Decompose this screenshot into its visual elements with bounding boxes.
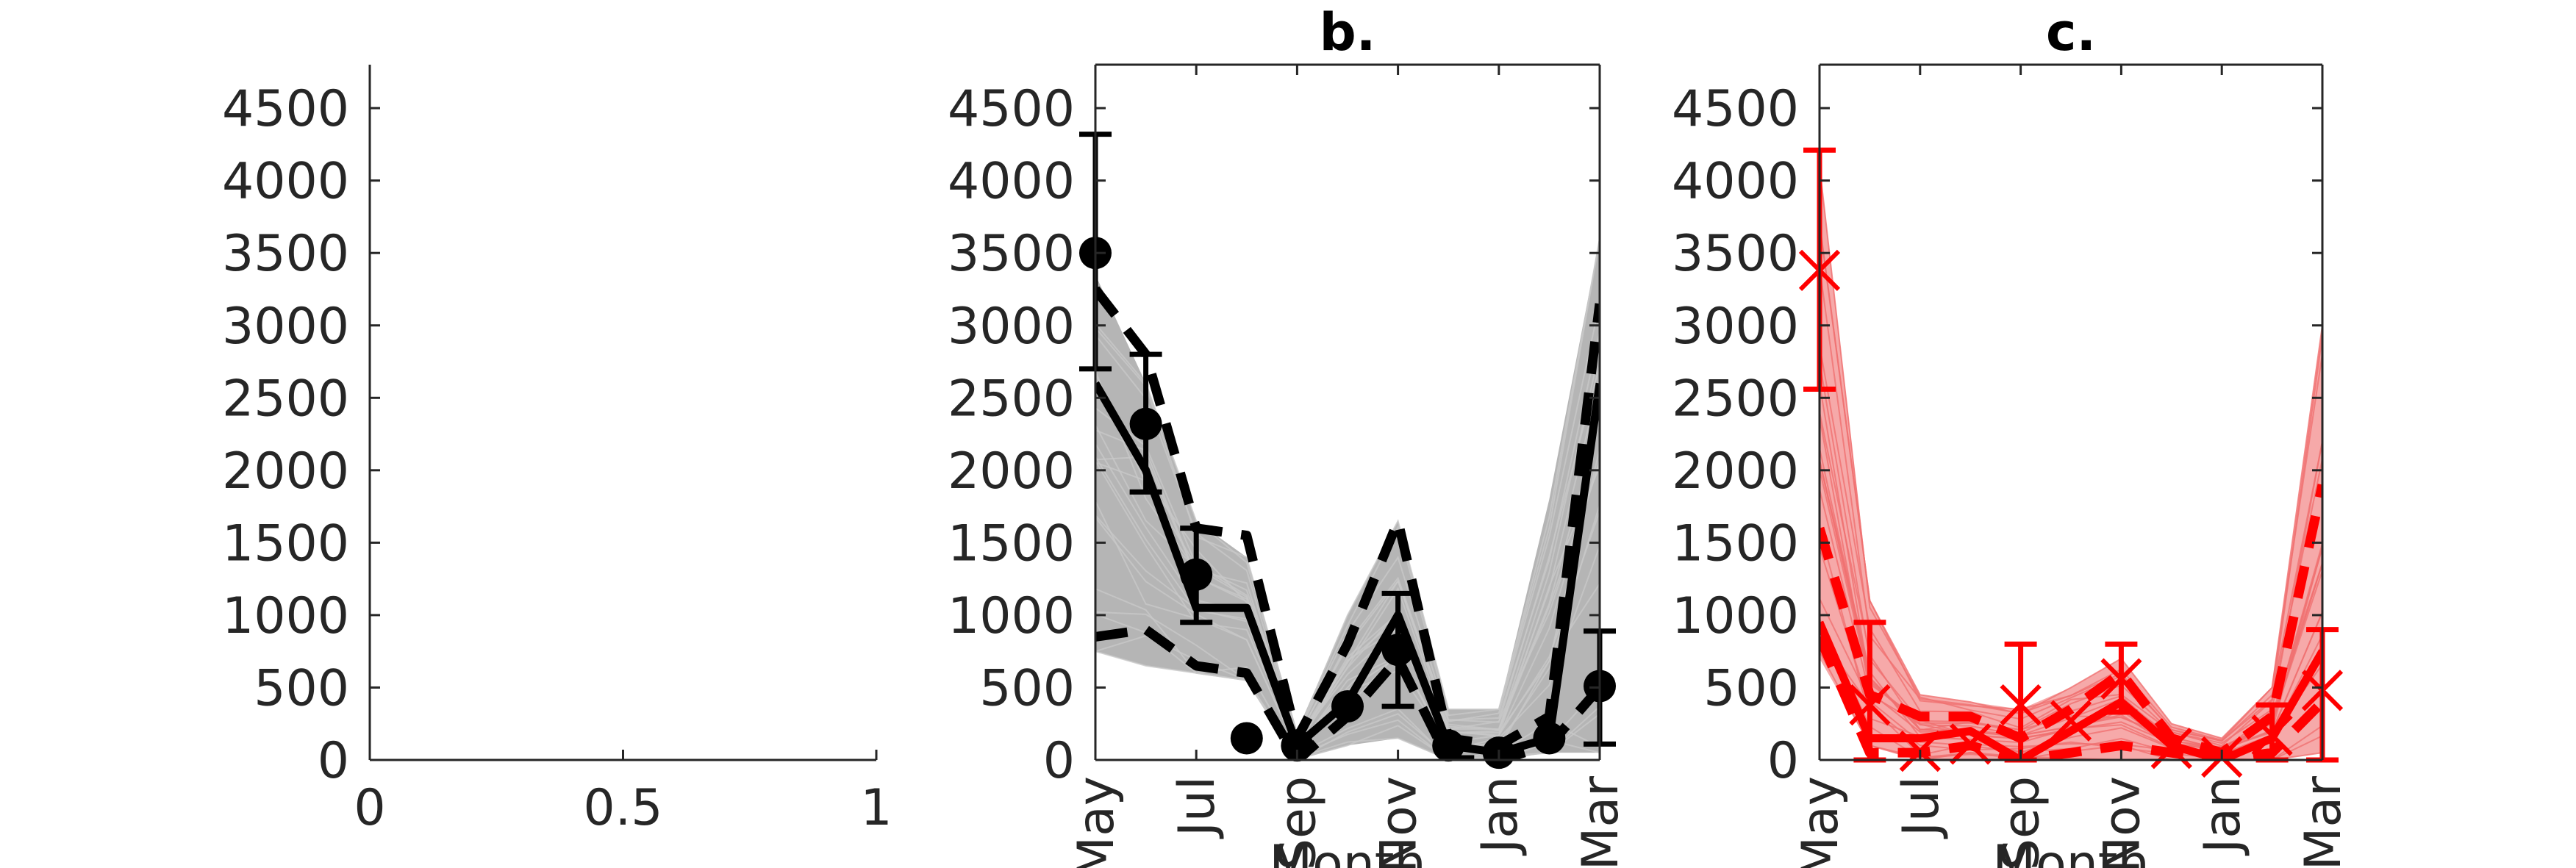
y-tick-label: 0	[318, 732, 349, 790]
x-axis-title: Month	[1269, 835, 1425, 868]
median-line	[1820, 620, 2322, 760]
y-tick-label: 0	[1767, 732, 1799, 790]
x-tick-label: 1	[860, 779, 892, 837]
observation-point	[1432, 729, 1465, 762]
observation-point	[1849, 684, 1891, 726]
x-tick-label: Jul	[1892, 776, 1950, 839]
y-tick-label: 2000	[948, 442, 1075, 501]
ensemble-trace	[1820, 345, 2322, 747]
panel-1: 0 500 1000 1500 2000 2500 3000 3500 4000 4500 0 0.5…	[222, 65, 892, 837]
x-tick-label: Sep	[1269, 776, 1327, 868]
ensemble-trace	[1820, 361, 2322, 745]
y-tick-label: 1000	[1672, 587, 1799, 645]
x-tick-label: Sep	[1993, 776, 2051, 868]
y-tick-label: 1000	[948, 587, 1075, 645]
panel-3: 0 500 1000 1500 2000 2500 3000 3500 4000 4500 May J…	[1672, 2, 2353, 868]
y-tick-label: 3500	[948, 225, 1075, 283]
x-tick-label: Mar	[1572, 776, 1630, 868]
y-tick-label: 3000	[948, 298, 1075, 356]
observation-point	[1129, 407, 1162, 440]
ensemble-trace	[1820, 224, 2322, 739]
x-tick-label: May	[1792, 776, 1850, 868]
panel-2: 0 500 1000 1500 2000 2500 3000 3500 4000 4500 May J…	[948, 2, 1630, 868]
observation-point	[1281, 729, 1314, 762]
x-tick-label: Jan	[1471, 776, 1529, 856]
y-tick-label: 4000	[1672, 153, 1799, 211]
observation-point	[1331, 690, 1364, 723]
y-tick-label: 1000	[222, 587, 349, 645]
y-tick-label: 500	[1703, 659, 1799, 717]
ensemble-trace	[1820, 618, 2322, 760]
y-tick-label: 4500	[222, 80, 349, 138]
ensemble-trace	[1095, 443, 1600, 744]
x-tick-label: Nov	[1370, 776, 1428, 868]
x-tick-label: 0	[354, 779, 385, 837]
ensemble-trace	[1820, 598, 2322, 756]
x-tick-label: May	[1067, 776, 1126, 868]
y-tick-label: 3000	[222, 298, 349, 356]
y-tick-label: 500	[254, 659, 349, 717]
y-tick-label: 4500	[1672, 80, 1799, 138]
y-tick-label: 2000	[1672, 442, 1799, 501]
x-axis-title: Month	[1992, 835, 2149, 868]
y-tick-label: 1500	[1672, 514, 1799, 573]
observation-point	[2251, 714, 2293, 756]
y-tick-label: 0	[1043, 732, 1075, 790]
ensemble-trace	[1095, 380, 1600, 742]
plot-area	[1820, 165, 2322, 760]
panel-title: b.	[1320, 2, 1376, 62]
x-tick-label: Jul	[1168, 776, 1226, 839]
y-tick-label: 4500	[948, 80, 1075, 138]
observation-point	[1381, 634, 1414, 667]
observation-point	[2150, 728, 2192, 770]
observation-point	[1533, 722, 1566, 755]
observation-point	[2000, 684, 2042, 726]
observation-point	[1180, 558, 1213, 591]
y-tick-label: 1500	[948, 514, 1075, 573]
observation-point	[1950, 723, 1992, 765]
bound-line-1	[1820, 484, 2322, 758]
ensemble-trace	[1095, 611, 1600, 760]
ensemble-trace	[1820, 165, 2322, 742]
x-tick-label: Nov	[2093, 776, 2151, 868]
ensemble-trace	[1095, 351, 1600, 742]
x-tick-label: Mar	[2294, 776, 2353, 868]
y-tick-label: 3500	[222, 225, 349, 283]
y-tick-label: 1500	[222, 514, 349, 573]
bound-line-2	[1820, 634, 2322, 760]
ensemble-trace	[1095, 504, 1600, 751]
y-tick-label: 2500	[222, 370, 349, 428]
observation-point	[1230, 722, 1263, 755]
y-tick-label: 2500	[1672, 370, 1799, 428]
observation-point	[2100, 658, 2142, 700]
y-tick-label: 4000	[948, 153, 1075, 211]
y-tick-label: 2000	[222, 442, 349, 501]
x-tick-label: Jan	[2194, 776, 2252, 856]
x-tick-label: 0.5	[583, 779, 662, 837]
observation-point	[2050, 700, 2092, 742]
y-tick-label: 4000	[222, 153, 349, 211]
plot-area	[1095, 238, 1600, 760]
y-tick-label: 500	[979, 659, 1075, 717]
y-tick-label: 3000	[1672, 298, 1799, 356]
y-tick-label: 3500	[1672, 225, 1799, 283]
bound-line-1	[1095, 286, 1600, 750]
y-tick-label: 2500	[948, 370, 1075, 428]
panel-title: c.	[2046, 2, 2096, 62]
